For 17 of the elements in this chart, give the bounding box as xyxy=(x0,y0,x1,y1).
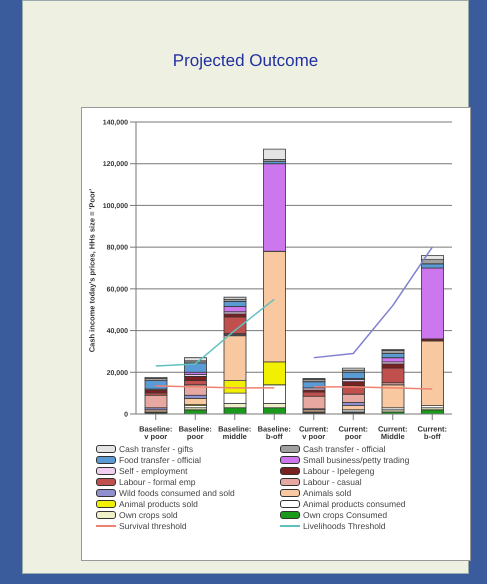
legend-label: Wild foods consumed and sold xyxy=(119,488,235,498)
legend-label: Livelihoods Threshold xyxy=(303,521,386,531)
legend-label: Animals sold xyxy=(303,488,352,498)
legend-label: Food transfer - official xyxy=(119,455,202,465)
legend-label: Labour - casual xyxy=(303,477,362,487)
legend-label: Own crops sold xyxy=(119,510,178,520)
legend-label: Self - employment xyxy=(119,466,188,476)
legend-label: Cash transfer - gifts xyxy=(119,444,194,454)
legend-label: Own crops Consumed xyxy=(303,510,388,520)
legend-label: Cash transfer - official xyxy=(303,444,386,454)
legend-label: Small business/petty trading xyxy=(303,455,410,465)
legend-label: Survival threshold xyxy=(119,521,187,531)
legend-label: Animal products consumed xyxy=(303,499,406,509)
legend-label: Labour - Ipelegeng xyxy=(303,466,374,476)
chart-title: Projected Outcome xyxy=(172,51,320,71)
legend-label: Labour - formal emp xyxy=(119,477,196,487)
legend-label: Animal products sold xyxy=(119,499,198,509)
